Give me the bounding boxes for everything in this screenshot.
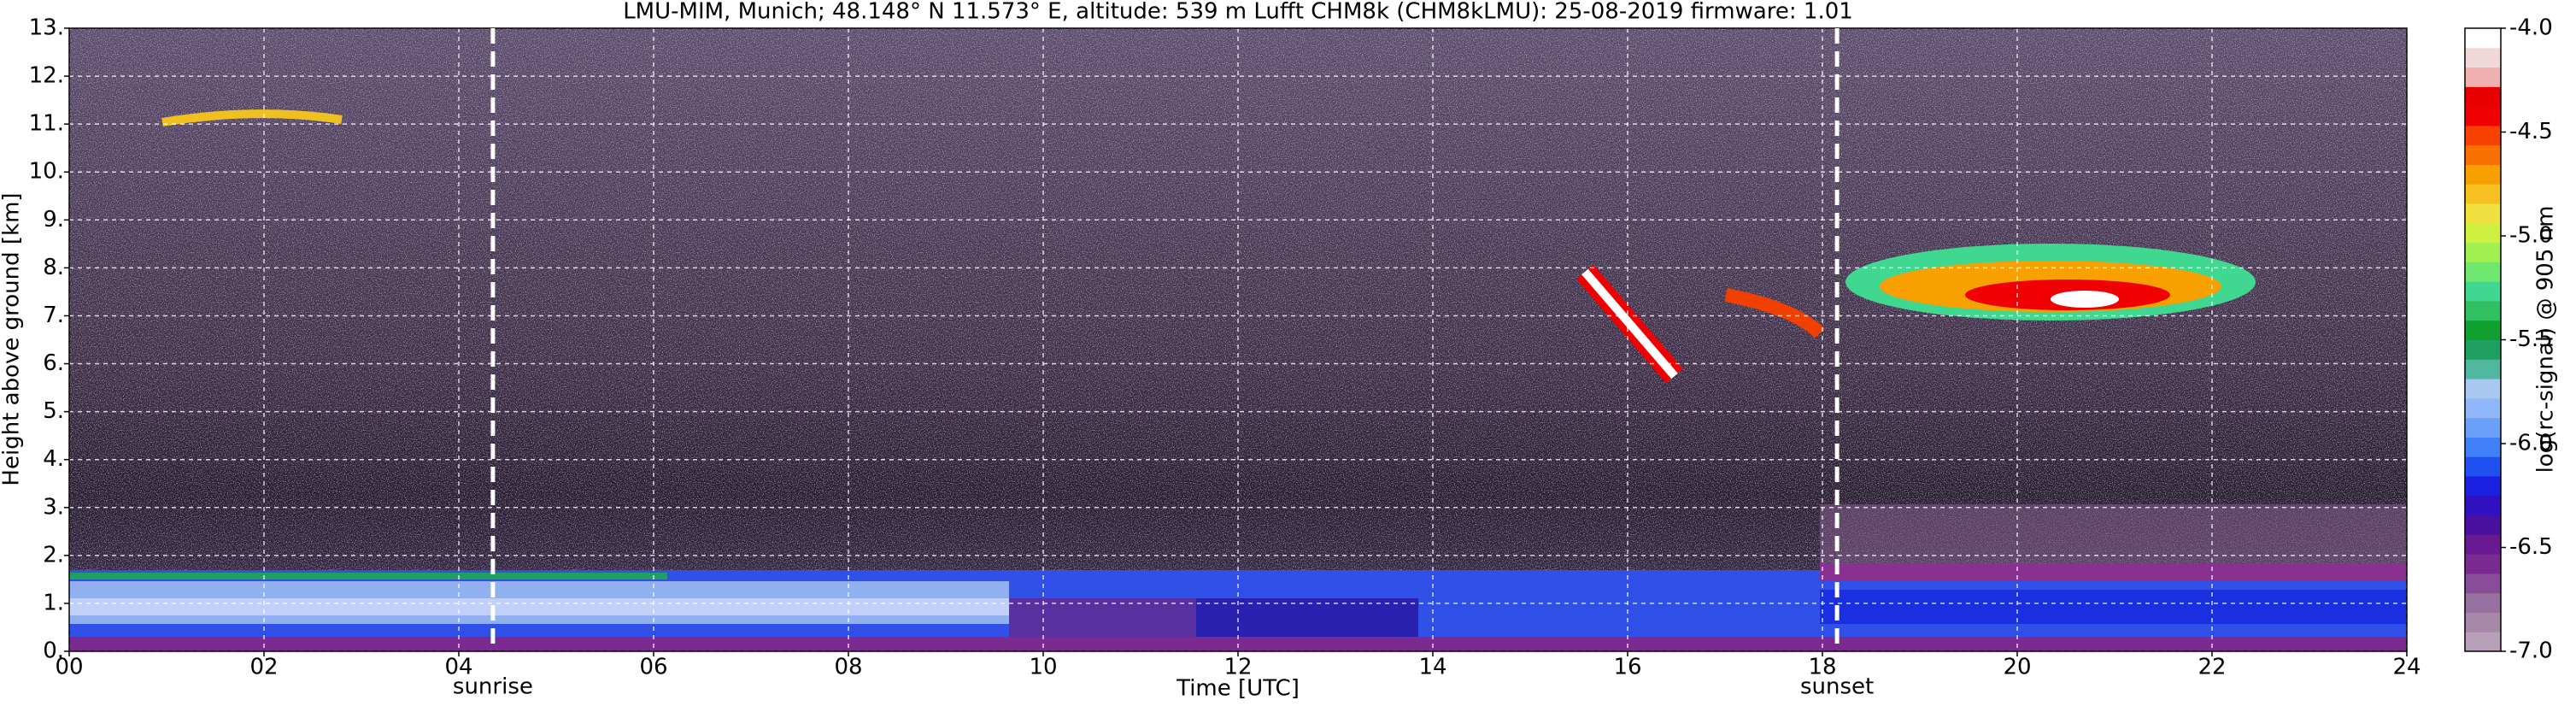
annotation-label: sunrise (453, 674, 533, 700)
y-tick-label: 8. (43, 255, 64, 280)
colorbar-segment (2465, 397, 2501, 419)
colorbar-segment (2465, 632, 2501, 652)
colorbar-tick-label: -5.5 (2509, 327, 2553, 352)
colorbar-tick-label: -5.0 (2509, 223, 2553, 249)
colorbar-segment (2465, 203, 2501, 224)
y-tick-label: 9. (43, 207, 64, 232)
x-tick-label: 24 (2392, 655, 2421, 680)
colorbar-tick-label: -4.0 (2509, 15, 2553, 41)
colorbar-tick-label: -6.5 (2509, 534, 2553, 560)
colorbar-segment (2465, 184, 2501, 204)
colorbar-segment (2465, 144, 2501, 165)
colorbar-segment (2465, 222, 2501, 244)
colorbar-label: log(rc-signal) @ 905 nm (2533, 206, 2559, 474)
y-tick-label: 7. (43, 303, 64, 328)
annotation-label: sunset (1800, 674, 1874, 700)
colorbar-tick-label: -4.5 (2509, 119, 2553, 144)
x-tick-label: 00 (55, 655, 83, 680)
y-tick-label: 1. (43, 590, 64, 615)
y-tick-label: 11. (29, 111, 64, 137)
y-tick-label: 3. (43, 494, 64, 520)
x-tick-label: 10 (1029, 655, 1057, 680)
colorbar-segment (2465, 475, 2501, 497)
colorbar-segment (2465, 320, 2501, 340)
y-tick-label: 12. (29, 63, 64, 89)
colorbar-segment (2465, 359, 2501, 379)
colorbar-segment (2465, 86, 2501, 107)
colorbar-segment (2465, 106, 2501, 126)
x-tick-label: 04 (444, 655, 472, 680)
colorbar-segment (2465, 67, 2501, 87)
colorbar-segment (2465, 47, 2501, 68)
colorbar-segment (2465, 379, 2501, 399)
colorbar-segment (2465, 592, 2501, 613)
x-tick-label: 12 (1223, 655, 1252, 680)
colorbar-segment (2465, 612, 2501, 632)
x-axis-label: Time [UTC] (1176, 676, 1300, 702)
y-axis-label: Height above ground [km] (0, 192, 25, 485)
colorbar-segment (2465, 28, 2501, 49)
x-tick-label: 22 (2198, 655, 2226, 680)
colorbar-segment (2465, 262, 2501, 282)
y-tick-label: 4. (43, 446, 64, 472)
colorbar-segment (2465, 437, 2501, 457)
x-tick-label: 02 (249, 655, 278, 680)
chart-title: LMU-MIM, Munich; 48.148° N 11.573° E, al… (623, 0, 1853, 25)
y-tick-label: 10. (29, 159, 64, 185)
y-tick-label: 2. (43, 542, 64, 568)
plot-frame (68, 27, 2408, 652)
colorbar-segment (2465, 554, 2501, 574)
colorbar-segment (2465, 300, 2501, 321)
colorbar-segment (2465, 281, 2501, 302)
colorbar-segment (2465, 456, 2501, 477)
y-tick-label: 0. (43, 638, 64, 664)
colorbar-segment (2465, 515, 2501, 535)
colorbar-segment (2465, 495, 2501, 516)
colorbar-segment (2465, 125, 2501, 146)
y-tick-label: 6. (43, 350, 64, 376)
x-tick-label: 08 (834, 655, 862, 680)
colorbar-tick-label: -7.0 (2509, 638, 2553, 664)
x-tick-label: 20 (2003, 655, 2031, 680)
colorbar-segment (2465, 417, 2501, 438)
y-tick-label: 13. (29, 15, 64, 41)
x-tick-label: 06 (639, 655, 667, 680)
colorbar-segment (2465, 339, 2501, 360)
colorbar-segment (2465, 534, 2501, 555)
colorbar-segment (2465, 242, 2501, 262)
colorbar-segment (2465, 164, 2501, 185)
x-tick-label: 14 (1418, 655, 1446, 680)
colorbar-segment (2465, 573, 2501, 594)
x-tick-label: 18 (1808, 655, 1836, 680)
x-tick-label: 16 (1613, 655, 1641, 680)
y-tick-label: 5. (43, 398, 64, 424)
colorbar-tick-label: -6.0 (2509, 431, 2553, 456)
